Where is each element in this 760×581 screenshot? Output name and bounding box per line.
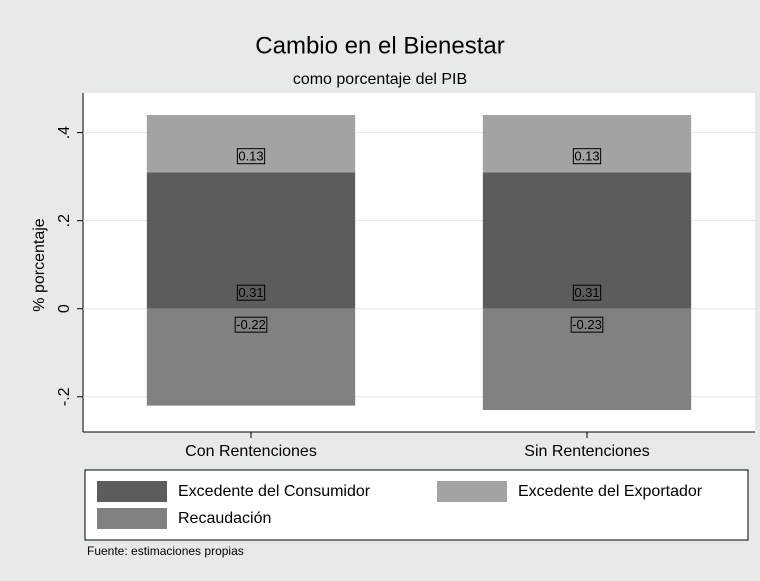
data-label-box <box>572 148 602 165</box>
note: Fuente: estimaciones propias <box>87 544 244 558</box>
x-tick-label: Sin Rentenciones <box>524 443 649 460</box>
legend-swatch <box>97 508 167 529</box>
y-tick-label: .4 <box>56 126 73 139</box>
data-label-box <box>236 148 266 165</box>
data-label: -0.23 <box>572 317 602 332</box>
bar-segment <box>482 172 692 309</box>
bar-segment <box>482 308 692 410</box>
bar-segment <box>146 308 356 406</box>
legend-swatch <box>437 481 507 502</box>
data-label: 0.13 <box>238 149 263 164</box>
data-label: -0.22 <box>236 317 266 332</box>
legend-label: Recaudación <box>178 510 271 527</box>
data-label-box <box>570 316 604 333</box>
y-tick-label: -.2 <box>56 387 73 406</box>
data-label: 0.13 <box>574 149 599 164</box>
data-label: 0.31 <box>238 285 263 300</box>
y-axis-title: % porcentaje <box>31 218 48 311</box>
bar-segment <box>146 172 356 309</box>
bar-segment <box>146 115 356 173</box>
data-label-box <box>234 316 268 333</box>
y-tick-label: .2 <box>56 214 73 227</box>
chart-subtitle: como porcentaje del PIB <box>293 71 467 88</box>
x-tick-label: Con Rentenciones <box>185 443 317 460</box>
legend-label: Excedente del Consumidor <box>178 483 371 500</box>
chart-title: Cambio en el Bienestar <box>255 32 504 59</box>
legend-swatch <box>97 481 167 502</box>
data-label-box <box>572 284 602 301</box>
legend <box>84 469 749 541</box>
data-label-box <box>236 284 266 301</box>
legend-label: Excedente del Exportador <box>518 483 703 500</box>
y-tick-label: 0 <box>56 304 73 313</box>
bar-segment <box>482 115 692 173</box>
data-label: 0.31 <box>574 285 599 300</box>
